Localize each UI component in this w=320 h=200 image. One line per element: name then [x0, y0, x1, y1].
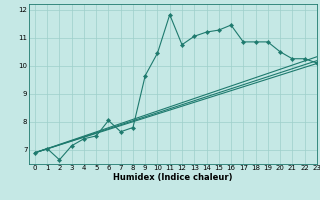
X-axis label: Humidex (Indice chaleur): Humidex (Indice chaleur) [113, 173, 233, 182]
